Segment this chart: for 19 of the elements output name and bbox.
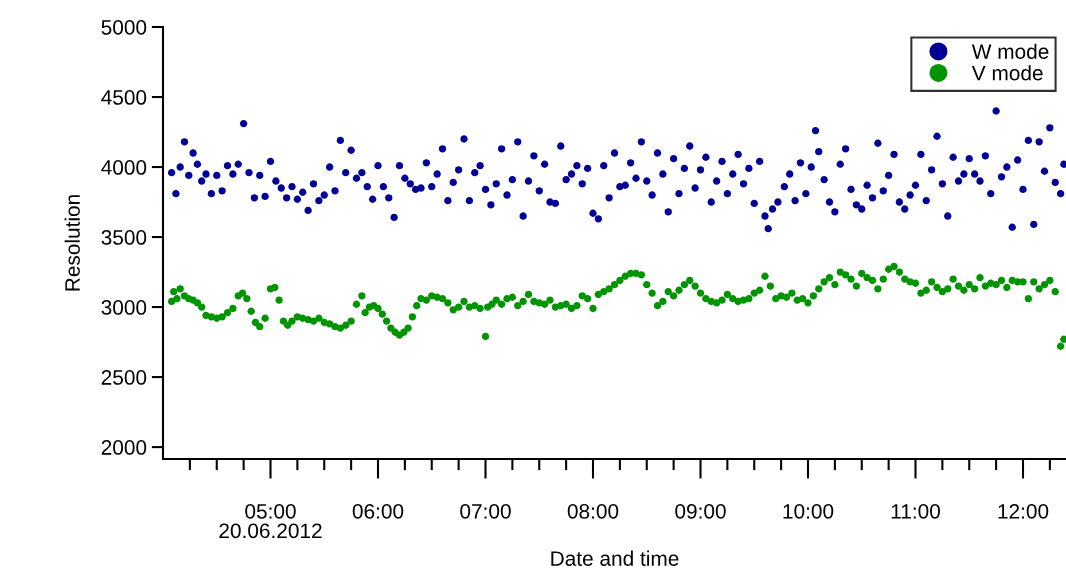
x-tick-label: 05:00 20.06.2012 xyxy=(219,503,322,539)
y-tick-label: 3000 xyxy=(101,300,147,315)
y-tick-label: 4500 xyxy=(101,90,147,105)
x-tick-label: 06:00 xyxy=(352,503,404,519)
x-tick-label: 08:00 xyxy=(567,503,619,519)
y-tick-label: 2000 xyxy=(101,440,147,455)
x-axis-title: Date and time xyxy=(551,550,679,566)
legend-label: W mode xyxy=(971,43,1049,59)
y-tick-label: 2500 xyxy=(101,370,147,385)
y-tick-label: 5000 xyxy=(101,20,147,35)
x-tick-label: 11:00 xyxy=(891,503,940,519)
y-tick-label: 4000 xyxy=(101,160,147,175)
y-axis-title: Resolution xyxy=(64,195,80,291)
y-tick-label: 3500 xyxy=(101,230,147,245)
x-tick-label: 10:00 xyxy=(783,503,834,519)
x-tick-label: 07:00 xyxy=(460,503,511,519)
x-tick-label: 09:00 xyxy=(675,503,726,519)
x-tick-label: 12:00 xyxy=(998,503,1049,519)
legend-label: V mode xyxy=(971,65,1043,81)
